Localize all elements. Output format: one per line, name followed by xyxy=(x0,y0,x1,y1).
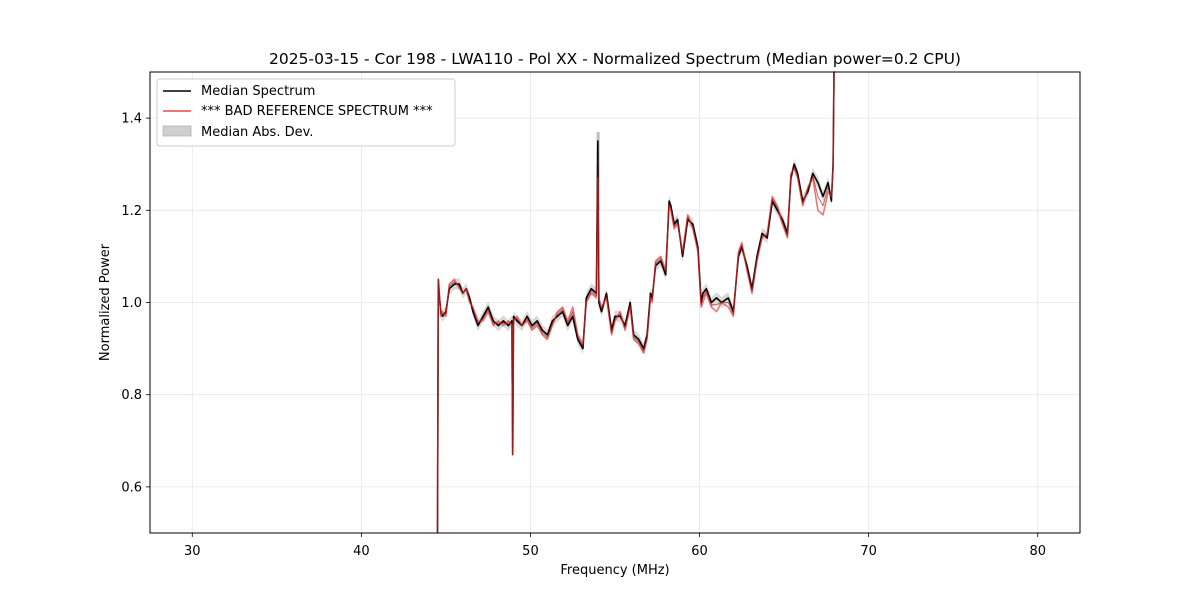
y-axis-ticks: 0.6 0.8 1.0 1.2 1.4 xyxy=(121,112,150,495)
y-tick-label: 0.8 xyxy=(121,388,142,403)
x-tick-label: 50 xyxy=(522,544,539,559)
legend-median-label: Median Spectrum xyxy=(201,84,315,99)
x-tick-label: 40 xyxy=(353,544,370,559)
y-tick-label: 1.0 xyxy=(121,296,142,311)
x-tick-label: 30 xyxy=(184,544,201,559)
x-tick-label: 70 xyxy=(860,544,877,559)
legend-mad-swatch xyxy=(162,125,192,137)
x-axis-ticks: 30 40 50 60 70 80 xyxy=(184,533,1046,559)
series-layer xyxy=(436,71,835,534)
y-tick-label: 0.6 xyxy=(121,480,142,495)
legend: Median Spectrum *** BAD REFERENCE SPECTR… xyxy=(156,78,456,147)
x-tick-label: 80 xyxy=(1029,544,1046,559)
x-axis-label: Frequency (MHz) xyxy=(560,563,669,578)
legend-box xyxy=(156,78,456,147)
x-tick-label: 60 xyxy=(691,544,708,559)
chart-title: 2025-03-15 - Cor 198 - LWA110 - Pol XX -… xyxy=(269,50,961,68)
legend-reference-label: *** BAD REFERENCE SPECTRUM *** xyxy=(201,104,433,119)
y-tick-label: 1.4 xyxy=(121,112,142,127)
overlap-spectrum-line xyxy=(436,71,835,534)
y-axis-label: Normalized Power xyxy=(98,243,113,361)
legend-mad-label: Median Abs. Dev. xyxy=(201,125,313,140)
y-tick-label: 1.2 xyxy=(121,204,142,219)
